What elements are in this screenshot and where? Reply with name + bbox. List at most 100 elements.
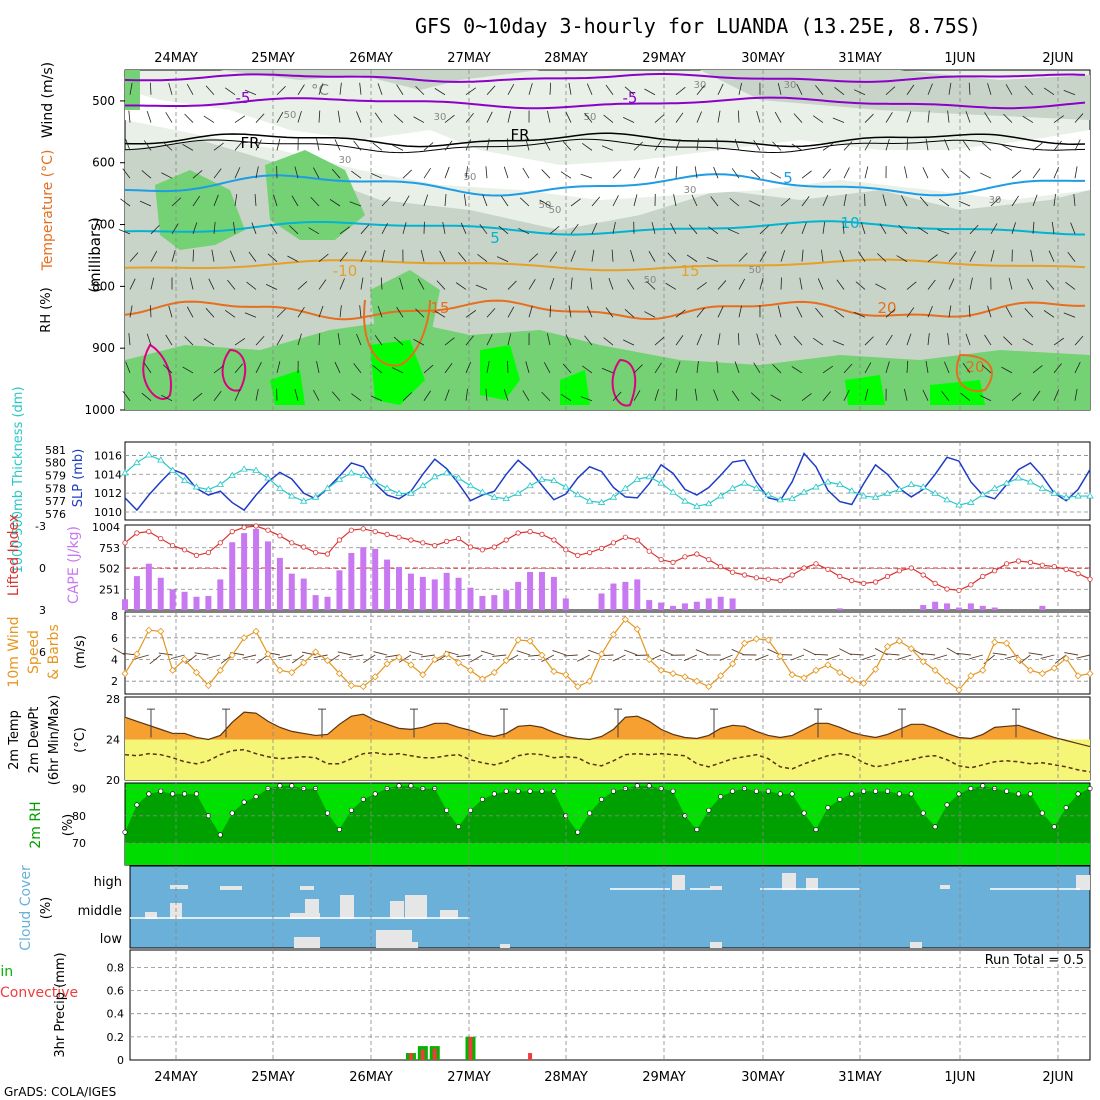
- wind-barb: [904, 166, 908, 179]
- li-marker: [408, 537, 414, 543]
- wind-barb: [738, 278, 746, 290]
- wind-barb: [1022, 115, 1034, 123]
- wind-barb: [791, 143, 803, 151]
- y-axis-label: 2m Temp: [7, 710, 22, 770]
- wind-barb: [255, 139, 262, 151]
- thickness-marker: [681, 497, 689, 504]
- rh-marker: [1027, 791, 1033, 797]
- cloud-box: [220, 886, 242, 890]
- y-axis-label: CAPE (J/kg): [66, 526, 82, 604]
- wind-barb: [939, 198, 950, 207]
- wind-barb: [316, 138, 320, 151]
- wind-barb: [318, 305, 324, 318]
- wind-barb: [862, 654, 876, 660]
- li-marker: [1063, 566, 1069, 573]
- cape-bar: [932, 601, 939, 610]
- wind-barb: [486, 308, 496, 318]
- li-marker: [813, 561, 819, 567]
- rh-region: [930, 380, 985, 405]
- thickness-marker: [1062, 493, 1070, 500]
- rh-marker: [408, 783, 414, 789]
- wind-barb: [234, 337, 246, 346]
- rh-region: [560, 370, 590, 405]
- rh-marker: [253, 794, 259, 800]
- thickness-marker: [431, 473, 439, 480]
- wind-barb: [885, 138, 890, 151]
- wind-barb: [1053, 140, 1062, 151]
- wind-barb: [434, 88, 446, 96]
- wind-barb: [112, 647, 126, 656]
- cape-bar: [157, 577, 164, 610]
- wind-barb: [927, 333, 930, 346]
- wind-barb: [294, 389, 299, 401]
- li-marker: [682, 554, 688, 560]
- wind-barb: [694, 166, 698, 179]
- rh-marker: [515, 788, 521, 794]
- date-label: 1JUN: [944, 51, 975, 66]
- precip-panel: 0.8 0.6 0.4 0.2 0 Run Total = 0.5: [107, 949, 1091, 1067]
- contour-label: 30: [694, 80, 707, 91]
- thickness-marker: [502, 494, 510, 502]
- wind-barb: [580, 173, 593, 179]
- wind-barb: [337, 333, 341, 346]
- wind-barb: [420, 249, 425, 262]
- tick-label: 70: [72, 837, 86, 850]
- thickness-marker: [550, 476, 558, 484]
- wind-barb: [528, 305, 533, 318]
- cape-bar: [455, 577, 462, 610]
- cloud-box: [940, 885, 950, 889]
- wind-barb: [402, 169, 412, 179]
- wind-barb: [224, 87, 236, 96]
- wind-barb: [1032, 390, 1041, 401]
- wind-marker: [871, 665, 880, 673]
- wind-barb: [244, 89, 257, 96]
- contour-label: 15: [680, 262, 699, 280]
- wind-barb: [675, 388, 678, 401]
- date-label: 30MAY: [741, 51, 785, 66]
- wind-barb: [297, 281, 308, 290]
- wind-barb: [541, 391, 551, 402]
- wind-barb: [1053, 166, 1060, 179]
- wind-barb: [842, 221, 845, 234]
- wind-marker: [466, 666, 475, 674]
- wind-barb: [165, 334, 173, 346]
- thickness-marker: [407, 489, 415, 496]
- thickness-marker: [931, 489, 939, 496]
- wind-barb: [525, 361, 530, 374]
- wind-barb: [150, 250, 158, 262]
- wind-barb: [1063, 312, 1076, 318]
- rh-marker: [1039, 810, 1045, 816]
- cloud-box: [294, 937, 320, 948]
- li-marker: [634, 537, 640, 543]
- wind-barb: [168, 83, 173, 95]
- wind-marker: [133, 650, 141, 658]
- wind-marker: [883, 642, 892, 651]
- thickness-marker: [538, 475, 546, 482]
- wind-barb: [161, 172, 173, 179]
- wind-barb: [150, 224, 160, 235]
- dewpoint-line: [124, 748, 1091, 773]
- thickness-marker: [836, 480, 844, 487]
- wind-barb: [603, 337, 614, 346]
- tick-label: 580: [45, 457, 66, 470]
- cape-bar: [217, 579, 224, 610]
- wind-barb: [822, 365, 834, 374]
- thickness-marker: [597, 498, 606, 505]
- wind-barb: [372, 142, 383, 151]
- thickness-marker: [574, 490, 582, 498]
- wind-barb: [812, 337, 824, 346]
- wind-barb: [541, 169, 551, 179]
- wind-barb: [774, 111, 782, 123]
- wind-barb: [402, 392, 412, 402]
- wind-barb: [591, 222, 598, 234]
- wind-barb: [500, 195, 509, 207]
- wind-barb: [255, 166, 259, 179]
- li-marker: [324, 551, 331, 557]
- li-marker: [467, 544, 474, 550]
- wind-barb: [1048, 250, 1055, 262]
- wind-barb: [122, 168, 131, 179]
- wind-barb: [420, 654, 435, 658]
- rh-marker: [610, 788, 616, 794]
- wind-barb: [984, 334, 992, 346]
- wind-barb: [904, 388, 908, 401]
